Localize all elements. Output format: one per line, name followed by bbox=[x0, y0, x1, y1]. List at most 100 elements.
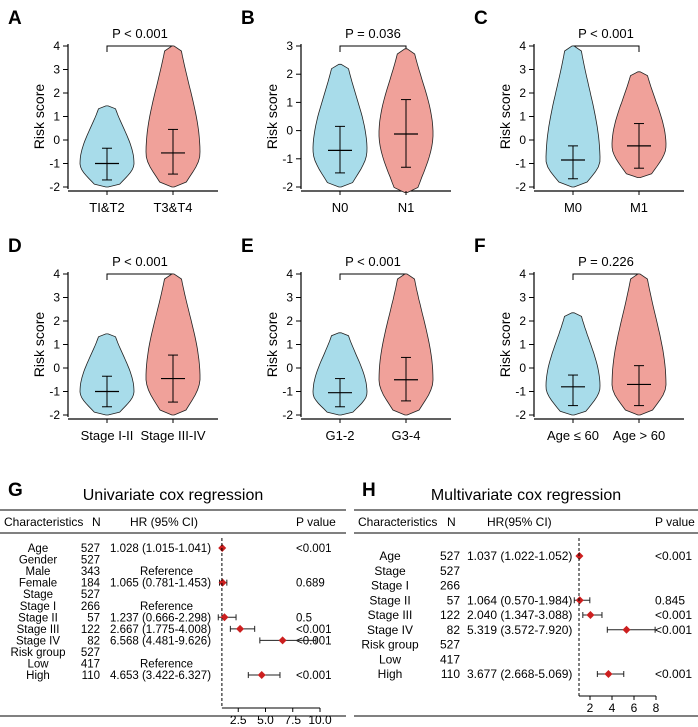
y-axis-label: Risk score bbox=[264, 312, 280, 378]
row-hr-text: 2.667 (1.775-4.008) bbox=[110, 624, 211, 636]
violin-shape bbox=[79, 333, 135, 416]
forest-x-tick-label: 10.0 bbox=[308, 713, 332, 727]
y-axis-label: Risk score bbox=[264, 84, 280, 150]
panel-letter: D bbox=[8, 236, 22, 257]
row-hr-text: 1.037 (1.022-1.052) bbox=[467, 549, 572, 563]
panel-letter: C bbox=[474, 8, 488, 29]
row-label: Low bbox=[27, 659, 49, 671]
row-label: Stage IV bbox=[367, 623, 413, 637]
row-label: High bbox=[26, 670, 50, 682]
violin-shape bbox=[145, 45, 201, 188]
y-tick-label: 0 bbox=[519, 361, 526, 375]
y-tick-label: 2 bbox=[53, 86, 60, 100]
y-tick-label: 1 bbox=[53, 110, 60, 124]
row-label: Age bbox=[379, 549, 401, 563]
x-tick-label: M1 bbox=[630, 200, 648, 215]
row-label: Gender bbox=[19, 555, 58, 567]
violin-shape bbox=[79, 105, 135, 188]
row-label: Risk group bbox=[361, 638, 419, 652]
row-p-value: 0.689 bbox=[296, 578, 325, 590]
violin-panel-a: A 4 3 2 1 0 -1 -2 Risk score P < 0.001 TI&T2 T3&T4 bbox=[8, 8, 218, 215]
p-value-label: P = 0.226 bbox=[578, 254, 634, 269]
row-n: 82 bbox=[87, 635, 100, 647]
row-hr-text: 3.677 (2.668-5.069) bbox=[467, 667, 572, 681]
y-tick-label: 1 bbox=[519, 338, 526, 352]
row-hr-text: 4.653 (3.422-6.327) bbox=[110, 670, 211, 682]
row-n: 527 bbox=[440, 549, 460, 563]
y-tick-label: -1 bbox=[49, 157, 60, 171]
row-n: 57 bbox=[447, 593, 461, 607]
row-hr-text: 1.064 (0.570-1.984) bbox=[467, 593, 572, 607]
row-n: 343 bbox=[81, 566, 100, 578]
row-hr-text: 2.040 (1.347-3.088) bbox=[467, 608, 572, 622]
forest-panel-h: H Multivariate cox regression Characterist… bbox=[354, 480, 698, 717]
row-label: Stage III bbox=[17, 624, 60, 636]
row-n: 417 bbox=[81, 659, 100, 671]
y-tick-label: 2 bbox=[53, 314, 60, 328]
hr-marker bbox=[236, 624, 245, 633]
violin-shape bbox=[312, 332, 368, 416]
significance-bracket bbox=[572, 273, 640, 280]
row-p-value: 0.845 bbox=[655, 593, 685, 607]
forest-x-tick-label: 2 bbox=[587, 701, 594, 715]
row-n: 184 bbox=[81, 578, 101, 590]
row-n: 110 bbox=[82, 670, 100, 682]
y-tick-label: 0 bbox=[53, 133, 60, 147]
y-tick-label: 3 bbox=[519, 291, 526, 305]
row-p-value: <0.001 bbox=[655, 549, 692, 563]
row-hr-text: 5.319 (3.572-7.920) bbox=[467, 623, 572, 637]
violin-shape bbox=[545, 45, 601, 188]
x-tick-label: M0 bbox=[564, 200, 582, 215]
p-value-label: P < 0.001 bbox=[578, 26, 634, 41]
y-axis-label: Risk score bbox=[31, 312, 47, 378]
row-p-value: <0.001 bbox=[296, 635, 332, 647]
x-tick-label: N1 bbox=[398, 200, 415, 215]
row-n: 122 bbox=[440, 608, 460, 622]
row-label: Stage II bbox=[369, 593, 410, 607]
row-p-value: <0.001 bbox=[655, 667, 692, 681]
panel-letter: H bbox=[362, 480, 376, 501]
violin-shape bbox=[611, 273, 667, 416]
panel-letter: A bbox=[8, 8, 22, 29]
y-tick-label: 4 bbox=[519, 267, 526, 281]
row-label: Stage III bbox=[368, 608, 413, 622]
violin-panel-c: C 4 3 2 1 0 -1 -2 Risk score P < 0.001 M0 M1 bbox=[474, 8, 684, 215]
y-tick-label: -1 bbox=[49, 385, 60, 399]
y-tick-label: 4 bbox=[286, 267, 293, 281]
x-tick-label: N0 bbox=[332, 200, 349, 215]
significance-bracket bbox=[106, 45, 174, 52]
x-tick-label: G3-4 bbox=[392, 428, 421, 443]
panel-letter: F bbox=[474, 236, 486, 257]
row-hr-text: 6.568 (4.481-9.626) bbox=[110, 635, 211, 647]
row-label: Female bbox=[19, 578, 57, 590]
y-tick-label: -2 bbox=[515, 180, 526, 194]
row-label: Low bbox=[379, 652, 401, 666]
x-tick-label: G1-2 bbox=[326, 428, 355, 443]
row-label: Stage I bbox=[371, 579, 409, 593]
row-n: 527 bbox=[81, 647, 100, 659]
y-axis-label: Risk score bbox=[31, 84, 47, 150]
row-hr-text: Reference bbox=[140, 659, 193, 671]
row-hr-text: 1.028 (1.015-1.041) bbox=[110, 543, 211, 555]
y-tick-label: 2 bbox=[286, 67, 293, 81]
p-value-label: P < 0.001 bbox=[345, 254, 401, 269]
row-p-value: <0.001 bbox=[296, 670, 332, 682]
y-tick-label: 4 bbox=[53, 39, 60, 53]
row-p-value: 0.5 bbox=[296, 612, 312, 624]
forest-title: Multivariate cox regression bbox=[431, 487, 621, 504]
hr-marker bbox=[220, 613, 229, 622]
row-label: Stage bbox=[23, 589, 53, 601]
p-value-label: P = 0.036 bbox=[345, 26, 401, 41]
y-axis-label: Risk score bbox=[497, 312, 513, 378]
y-tick-label: -2 bbox=[49, 180, 60, 194]
y-tick-label: 3 bbox=[286, 291, 293, 305]
y-tick-label: 3 bbox=[53, 291, 60, 305]
forest-x-tick-label: 5.0 bbox=[257, 713, 274, 727]
y-tick-label: 0 bbox=[286, 361, 293, 375]
row-p-value: <0.001 bbox=[655, 623, 692, 637]
row-p-value: <0.001 bbox=[655, 608, 692, 622]
header-n: N bbox=[92, 515, 101, 529]
violin-panel-e: E 4 3 2 1 0 -1 -2 Risk score P < 0.001 G1-2 G3-4 bbox=[241, 236, 451, 443]
panel-letter: E bbox=[241, 236, 254, 257]
